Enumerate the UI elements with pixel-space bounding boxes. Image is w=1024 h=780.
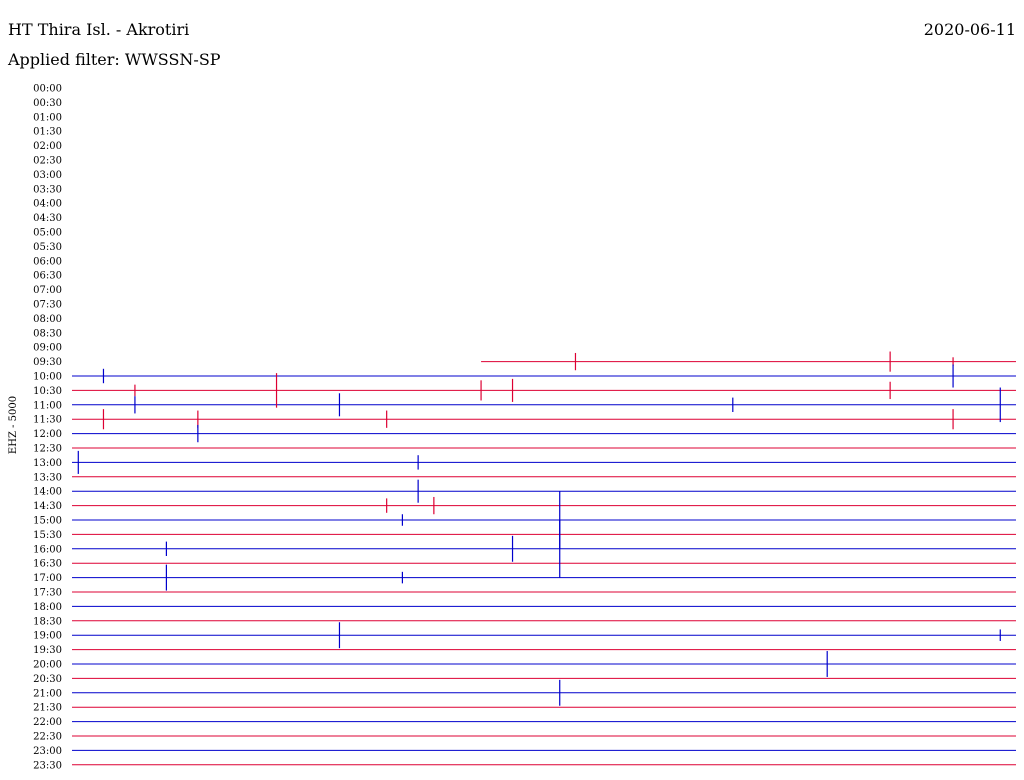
tick-label: 08:00 (33, 314, 62, 325)
trace-lines (72, 361, 1016, 766)
tick-label: 22:30 (33, 732, 62, 743)
tick-label: 15:00 (33, 516, 62, 527)
tick-label: 07:30 (33, 300, 62, 311)
station-title: HT Thira Isl. - Akrotiri (8, 20, 190, 39)
tick-label: 05:00 (33, 228, 62, 239)
tick-label: 16:30 (33, 559, 62, 570)
tick-label: 23:00 (33, 746, 62, 757)
tick-label: 11:00 (33, 400, 62, 411)
tick-label: 14:00 (33, 487, 62, 498)
tick-label: 05:30 (33, 242, 62, 253)
tick-label: 01:00 (33, 112, 62, 123)
tick-label: 11:30 (33, 415, 62, 426)
record-date: 2020-06-11 (923, 20, 1016, 39)
tick-label: 03:30 (33, 184, 62, 195)
tick-label: 07:00 (33, 285, 62, 296)
tick-label: 16:00 (33, 544, 62, 555)
tick-label: 10:30 (33, 386, 62, 397)
tick-label: 21:00 (33, 688, 62, 699)
tick-label: 02:30 (33, 156, 62, 167)
tick-label: 13:00 (33, 458, 62, 469)
tick-label: 06:30 (33, 271, 62, 282)
tick-label: 04:30 (33, 213, 62, 224)
tick-label: 19:30 (33, 645, 62, 656)
tick-label: 02:00 (33, 141, 62, 152)
tick-label: 19:00 (33, 631, 62, 642)
tick-label: 12:30 (33, 444, 62, 455)
tick-label: 00:00 (33, 84, 62, 95)
tick-label: 17:30 (33, 588, 62, 599)
tick-label: 18:00 (33, 602, 62, 613)
tick-label: 14:30 (33, 501, 62, 512)
tick-label: 06:00 (33, 256, 62, 267)
tick-label: 23:30 (33, 760, 62, 771)
time-axis: 00:00 00:30 01:00 01:30 02:00 02:30 03:00 03:30… (33, 84, 62, 772)
filter-label: Applied filter: WWSSN-SP (8, 50, 221, 69)
tick-label: 20:30 (33, 674, 62, 685)
tick-label: 01:30 (33, 127, 62, 138)
tick-label: 09:00 (33, 343, 62, 354)
tick-label: 09:30 (33, 357, 62, 368)
tick-label: 15:30 (33, 530, 62, 541)
tick-label: 21:30 (33, 703, 62, 714)
channel-label: EHZ - 5000 (8, 396, 19, 454)
tick-label: 22:00 (33, 717, 62, 728)
tick-label: 12:00 (33, 429, 62, 440)
tick-label: 18:30 (33, 616, 62, 627)
tick-label: 04:00 (33, 199, 62, 210)
tick-label: 08:30 (33, 328, 62, 339)
tick-label: 13:30 (33, 472, 62, 483)
tick-label: 10:00 (33, 372, 62, 383)
tick-label: 20:00 (33, 660, 62, 671)
tick-label: 00:30 (33, 98, 62, 109)
tick-label: 03:00 (33, 170, 62, 181)
event-marks (77, 351, 1001, 706)
tick-label: 17:00 (33, 573, 62, 584)
